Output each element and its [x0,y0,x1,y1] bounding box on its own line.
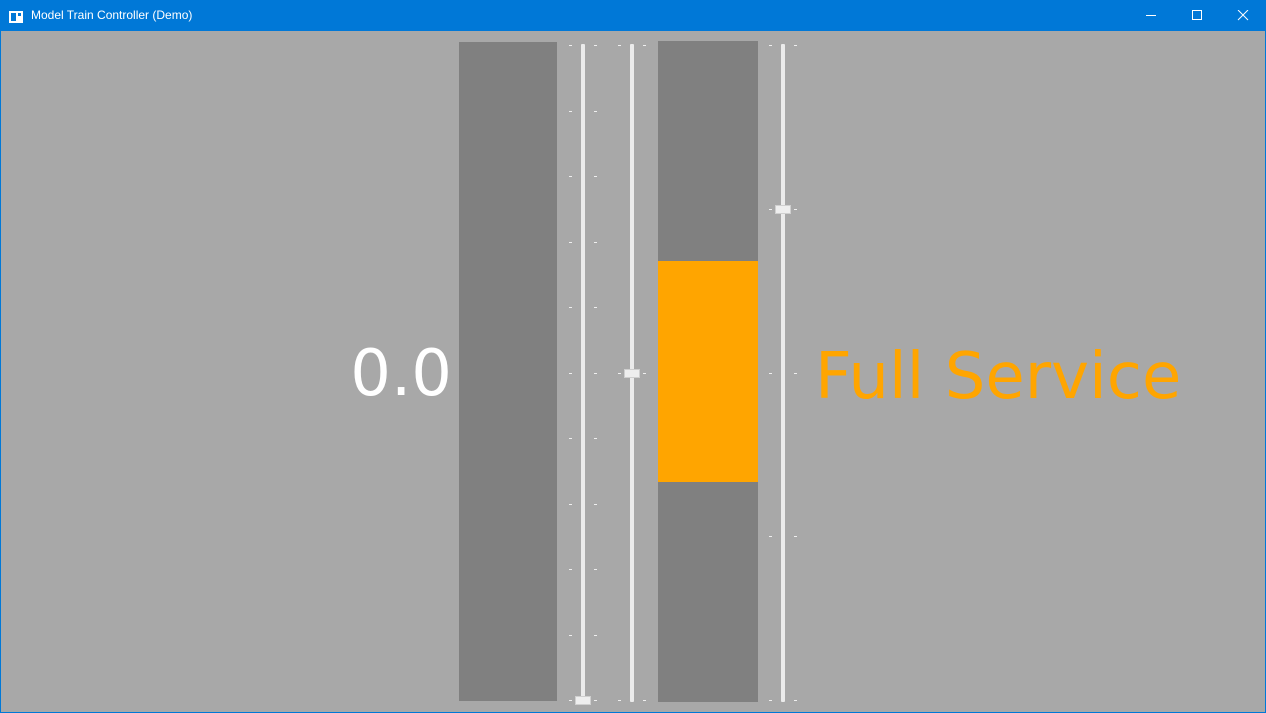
slider-tick [769,45,772,46]
slider-tick [794,373,797,374]
slider-tick [643,45,646,46]
brake-state-label: Full Service [815,340,1182,414]
slider-tick [569,45,572,46]
slider-tick [618,45,621,46]
throttle-slider-thumb[interactable] [575,696,591,705]
slider-tick [769,536,772,537]
slider-tick [569,700,572,701]
brake-slider-track[interactable] [781,44,785,702]
slider-tick [594,700,597,701]
maximize-button[interactable] [1174,0,1220,31]
slider-tick [769,209,772,210]
slider-tick [794,45,797,46]
app-icon [9,8,23,23]
slider-tick [594,307,597,308]
slider-tick [594,45,597,46]
brake-slider-thumb[interactable] [775,205,791,214]
minimize-button[interactable] [1128,0,1174,31]
controller-panel: 0.0 Full Service [1,31,1265,712]
throttle-slider[interactable] [563,41,603,705]
speed-bar [459,42,557,701]
throttle-slider-track[interactable] [581,44,585,702]
slider-tick [594,111,597,112]
speed-readout: 0.0 [350,337,452,411]
slider-tick [569,242,572,243]
slider-tick [618,373,621,374]
close-button[interactable] [1220,0,1266,31]
title-bar[interactable]: Model Train Controller (Demo) [0,0,1266,31]
slider-tick [569,176,572,177]
slider-tick [569,111,572,112]
slider-tick [594,176,597,177]
slider-tick [594,504,597,505]
reverser-slider[interactable] [612,41,652,705]
slider-tick [569,307,572,308]
slider-tick [769,700,772,701]
slider-tick [569,635,572,636]
slider-tick [643,700,646,701]
window-title: Model Train Controller (Demo) [31,8,193,22]
slider-tick [569,504,572,505]
slider-tick [569,438,572,439]
slider-tick [594,635,597,636]
slider-tick [618,700,621,701]
minimize-icon [1146,15,1156,16]
slider-tick [569,569,572,570]
brake-slider[interactable] [763,41,803,705]
close-icon [1237,10,1249,21]
slider-tick [794,209,797,210]
slider-tick [594,373,597,374]
slider-tick [794,536,797,537]
brake-indicator [658,261,758,482]
slider-tick [594,569,597,570]
slider-tick [794,700,797,701]
brake-bar [658,41,758,702]
slider-tick [594,242,597,243]
slider-tick [643,373,646,374]
slider-tick [594,438,597,439]
slider-tick [569,373,572,374]
maximize-icon [1192,10,1202,20]
slider-tick [769,373,772,374]
reverser-slider-thumb[interactable] [624,369,640,378]
